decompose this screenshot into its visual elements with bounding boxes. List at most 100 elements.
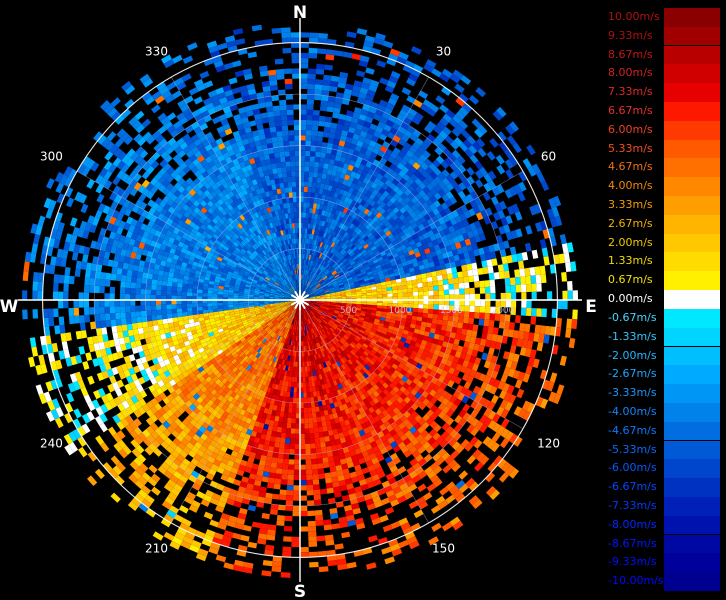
velocity-cell <box>408 73 419 82</box>
velocity-cell <box>264 544 275 551</box>
velocity-cell <box>305 275 308 281</box>
velocity-cell <box>443 227 451 236</box>
velocity-cell <box>445 109 456 119</box>
velocity-cell <box>303 292 308 297</box>
velocity-cell <box>410 153 420 162</box>
velocity-cell <box>292 402 297 409</box>
velocity-cell <box>317 131 324 137</box>
velocity-cell <box>300 444 306 450</box>
velocity-cell <box>396 113 406 122</box>
velocity-cell <box>424 158 433 167</box>
velocity-cell <box>398 270 405 276</box>
velocity-cell <box>301 279 303 285</box>
velocity-cell <box>387 175 396 183</box>
velocity-cell <box>333 102 342 109</box>
velocity-cell <box>479 253 487 262</box>
velocity-cell <box>283 453 290 460</box>
velocity-cell <box>397 266 404 272</box>
velocity-cell <box>352 177 359 185</box>
velocity-cell <box>346 191 352 199</box>
velocity-cell <box>425 174 434 183</box>
velocity-cell <box>305 125 313 131</box>
velocity-cell <box>410 68 421 78</box>
velocity-cell <box>342 179 349 186</box>
velocity-cell <box>289 397 294 403</box>
velocity-cell <box>311 412 317 418</box>
velocity-cell <box>314 156 321 163</box>
velocity-cell <box>301 253 304 259</box>
velocity-cell <box>359 192 366 200</box>
velocity-cell <box>286 490 294 496</box>
velocity-cell <box>293 392 297 398</box>
velocity-cell <box>305 212 310 219</box>
velocity-cell <box>355 259 362 265</box>
velocity-cell <box>331 279 337 284</box>
velocity-cell <box>324 269 329 275</box>
velocity-cell <box>390 93 400 102</box>
velocity-cell <box>446 250 454 258</box>
velocity-cell <box>331 523 341 530</box>
velocity-cell <box>337 81 347 89</box>
velocity-cell <box>302 284 304 291</box>
velocity-cell <box>350 171 357 178</box>
velocity-cell <box>468 250 475 258</box>
velocity-cell <box>333 256 338 262</box>
velocity-cell <box>521 251 529 261</box>
velocity-cell <box>319 157 326 164</box>
velocity-cell <box>288 407 293 413</box>
velocity-cell <box>370 182 378 190</box>
velocity-cell <box>389 127 398 136</box>
velocity-cell <box>469 305 475 313</box>
velocity-cell <box>454 294 460 300</box>
velocity-cell <box>333 220 339 226</box>
velocity-cell <box>437 143 447 152</box>
velocity-cell <box>306 281 310 287</box>
velocity-cell <box>421 170 430 179</box>
velocity-cell <box>363 263 370 269</box>
velocity-cell <box>303 280 306 286</box>
velocity-cell <box>530 275 537 284</box>
velocity-cell <box>274 441 280 448</box>
velocity-cell <box>351 225 358 232</box>
velocity-cell <box>398 213 406 221</box>
velocity-cell <box>341 494 350 502</box>
velocity-cell <box>516 252 524 262</box>
velocity-cell <box>458 106 469 117</box>
velocity-cell <box>466 175 475 185</box>
velocity-cell <box>332 243 338 249</box>
velocity-cell <box>524 267 531 277</box>
velocity-cell <box>316 141 323 148</box>
velocity-cell <box>322 462 330 469</box>
velocity-cell <box>284 515 293 522</box>
velocity-cell <box>300 186 304 192</box>
velocity-cell <box>451 127 461 138</box>
velocity-cell <box>305 448 311 455</box>
velocity-cell <box>351 90 360 98</box>
velocity-cell <box>361 142 370 150</box>
velocity-cell <box>303 292 308 297</box>
velocity-cell <box>310 296 316 299</box>
velocity-cell <box>317 38 328 45</box>
velocity-cell <box>305 280 309 286</box>
velocity-cell <box>354 268 361 273</box>
velocity-cell <box>352 111 361 119</box>
velocity-cell <box>288 402 293 408</box>
velocity-cell <box>324 291 330 294</box>
velocity-cell <box>422 308 429 314</box>
velocity-cell <box>312 272 316 278</box>
velocity-cell <box>496 184 505 194</box>
velocity-cell <box>336 150 343 157</box>
velocity-cell <box>396 56 407 65</box>
velocity-cell <box>402 117 412 126</box>
velocity-cell <box>305 243 308 250</box>
velocity-cell <box>339 71 349 79</box>
velocity-cell <box>368 242 375 249</box>
velocity-cell <box>407 158 416 166</box>
velocity-cell <box>302 285 305 291</box>
velocity-cell <box>310 151 316 157</box>
velocity-cell <box>274 436 281 443</box>
velocity-cell <box>309 156 316 162</box>
velocity-cell <box>461 196 470 205</box>
velocity-cell <box>436 204 445 213</box>
velocity-cell <box>435 248 442 256</box>
